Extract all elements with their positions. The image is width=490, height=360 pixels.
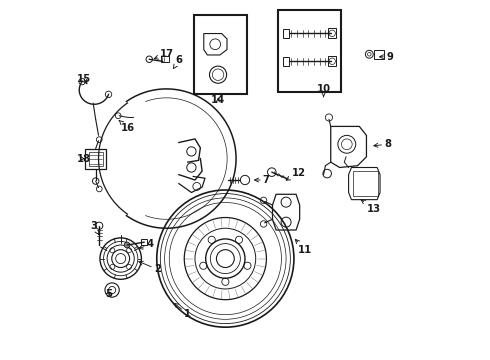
Bar bbox=[141, 239, 147, 245]
Bar bbox=[278, 10, 342, 93]
Text: 12: 12 bbox=[286, 168, 305, 180]
Bar bbox=[85, 149, 106, 169]
Text: 17: 17 bbox=[154, 49, 174, 59]
Text: 16: 16 bbox=[119, 120, 135, 133]
Bar bbox=[328, 56, 336, 66]
Text: 15: 15 bbox=[77, 74, 91, 84]
Text: 18: 18 bbox=[77, 154, 91, 163]
Text: 4: 4 bbox=[139, 239, 154, 249]
Bar bbox=[328, 28, 336, 38]
Text: 9: 9 bbox=[380, 52, 393, 62]
Text: 8: 8 bbox=[374, 139, 392, 149]
Bar bbox=[283, 29, 289, 38]
Bar bbox=[353, 171, 378, 196]
Text: 6: 6 bbox=[173, 55, 182, 68]
Text: 14: 14 bbox=[211, 95, 225, 105]
Bar bbox=[89, 152, 103, 166]
Text: 10: 10 bbox=[317, 84, 331, 97]
Text: 11: 11 bbox=[295, 239, 312, 255]
Circle shape bbox=[124, 242, 130, 248]
Bar bbox=[194, 15, 247, 94]
Bar bbox=[283, 57, 289, 66]
Text: 7: 7 bbox=[254, 175, 270, 185]
Text: 13: 13 bbox=[361, 200, 380, 213]
Bar bbox=[161, 57, 169, 62]
Bar bbox=[374, 50, 384, 59]
Text: 1: 1 bbox=[174, 303, 192, 319]
Text: 2: 2 bbox=[139, 261, 161, 274]
Text: 3: 3 bbox=[91, 221, 99, 235]
Text: 5: 5 bbox=[105, 289, 112, 299]
